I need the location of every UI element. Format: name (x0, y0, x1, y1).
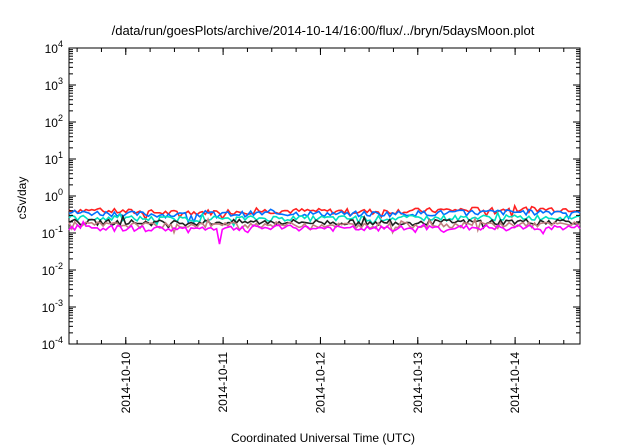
y-axis: 10-4 10-3 10-2 10-1 100 101 102 103 104 (42, 39, 580, 352)
series-line (68, 219, 581, 245)
series-line (68, 216, 581, 235)
series-line (68, 203, 580, 222)
y-tick-label: 104 (45, 39, 63, 56)
chart-title: /data/run/goesPlots/archive/2014-10-14/1… (112, 23, 535, 38)
y-tick-label: 100 (45, 187, 63, 204)
y-tick-label: 10-4 (42, 335, 63, 352)
plot-frame (68, 47, 581, 345)
x-axis-label: Coordinated Universal Time (UTC) (231, 431, 415, 445)
x-tick-label: 2014-10-11 (216, 352, 230, 413)
x-tick-label: 2014-10-14 (508, 352, 522, 414)
y-tick-label: 10-2 (42, 261, 63, 278)
y-axis-label: cSv/day (15, 177, 29, 220)
y-tick-label: 103 (45, 76, 63, 93)
x-tick-label: 2014-10-13 (411, 352, 425, 414)
series-layer (68, 203, 581, 245)
x-tick-label: 2014-10-12 (313, 352, 327, 414)
y-tick-label: 101 (45, 150, 63, 167)
y-tick-label: 10-3 (42, 298, 63, 315)
plot-area (68, 47, 581, 345)
y-tick-label: 10-1 (42, 224, 63, 241)
x-tick-label: 2014-10-10 (119, 352, 133, 414)
y-tick-label: 102 (45, 113, 63, 130)
series-line (68, 214, 581, 230)
series-line (68, 208, 581, 225)
x-axis: 2014-10-10 2014-10-11 2014-10-12 2014-10-13… (76, 48, 565, 414)
